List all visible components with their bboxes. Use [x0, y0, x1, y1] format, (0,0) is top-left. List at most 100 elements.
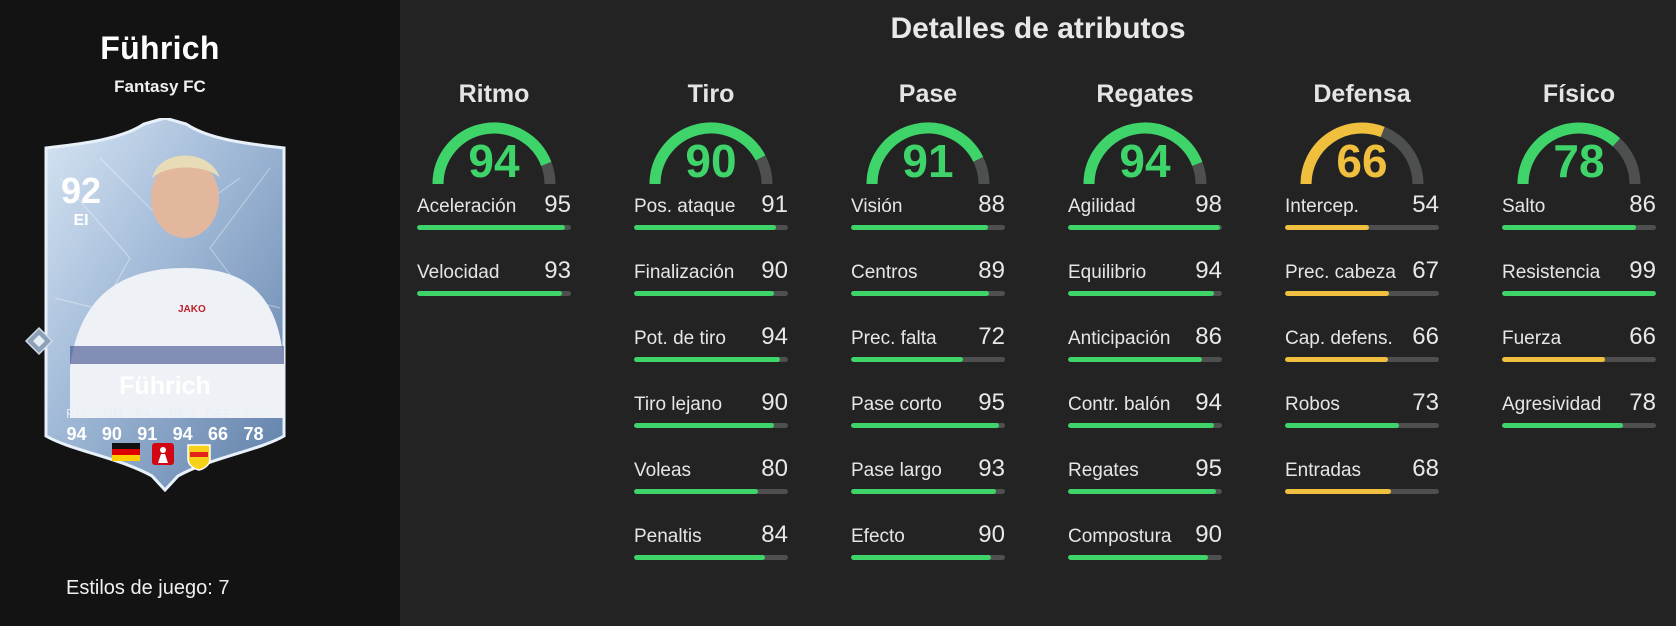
stat-row[interactable]: Agilidad 98 [1068, 182, 1222, 248]
category-value: 91 [902, 135, 954, 187]
stat-value: 72 [978, 323, 1005, 350]
player-club: Fantasy FC [114, 77, 206, 96]
gauge-fill [432, 122, 552, 185]
stat-bar-fill [634, 423, 774, 428]
stat-value: 68 [1412, 455, 1439, 482]
stat-value: 67 [1412, 257, 1439, 284]
stat-bar-fill [634, 357, 781, 362]
stat-row[interactable]: Finalización 90 [634, 248, 788, 314]
vfb-stuttgart-crest-icon [187, 444, 211, 471]
stat-row[interactable]: Cap. defens. 66 [1285, 314, 1439, 380]
stat-row[interactable]: Robos 73 [1285, 380, 1439, 446]
stat-row[interactable]: Voleas 80 [634, 446, 788, 512]
category-title: Defensa [1313, 80, 1411, 108]
stat-value: 93 [544, 257, 571, 284]
stat-value: 88 [978, 191, 1005, 218]
stat-value: 90 [761, 257, 788, 284]
stat-value: 90 [1195, 521, 1222, 548]
card-stat-value: 94 [172, 424, 193, 444]
stat-row[interactable]: Regates 95 [1068, 446, 1222, 512]
stat-row[interactable]: Aceleración 95 [417, 182, 571, 248]
attribute-column-defensa: Defensa 66 Intercep. 54 Prec. cabeza 67 Cap. d… [1285, 80, 1439, 512]
stat-bar-fill [1285, 357, 1388, 362]
player-panel: Führich Fantasy FC JAKO [0, 0, 400, 626]
stat-bar-fill [1502, 423, 1624, 428]
stat-row[interactable]: Intercep. 54 [1285, 182, 1439, 248]
stat-label: Pase largo [851, 460, 942, 481]
stat-value: 90 [761, 389, 788, 416]
stat-row[interactable]: Anticipación 86 [1068, 314, 1222, 380]
bundesliga-logo-icon [152, 443, 174, 465]
stat-value: 66 [1412, 323, 1439, 350]
card-frame: JAKO [44, 118, 286, 492]
section-title: Detalles de atributos [890, 12, 1186, 45]
attribute-column-ritmo: Ritmo 94 Aceleración 95 Velocidad 93 [417, 80, 571, 314]
stat-label: Visión [851, 196, 903, 217]
stat-label: Pase corto [851, 394, 942, 415]
stat-bar-fill [1068, 357, 1202, 362]
stat-label: Intercep. [1285, 196, 1359, 217]
stat-row[interactable]: Pot. de tiro 94 [634, 314, 788, 380]
stat-value: 94 [1195, 257, 1222, 284]
stat-row[interactable]: Equilibrio 94 [1068, 248, 1222, 314]
stat-row[interactable]: Agresividad 78 [1502, 380, 1656, 446]
gauge-fill [1517, 122, 1621, 185]
stat-row[interactable]: Fuerza 66 [1502, 314, 1656, 380]
evolution-diamond-icon [24, 326, 54, 356]
stat-value: 54 [1412, 191, 1439, 218]
card-stat: REG 94 [166, 406, 199, 445]
stat-bar-fill [634, 291, 774, 296]
stat-value: 94 [1195, 389, 1222, 416]
stat-label: Agilidad [1068, 196, 1136, 217]
stat-bar-fill [1502, 357, 1605, 362]
stat-row[interactable]: Pase largo 93 [851, 446, 1005, 512]
stat-bar-fill [851, 357, 963, 362]
stat-bar-fill [1068, 489, 1216, 494]
category-title: Físico [1542, 80, 1616, 108]
category-gauge: 66 [1297, 118, 1427, 190]
stat-row[interactable]: Pos. ataque 91 [634, 182, 788, 248]
stat-label: Penaltis [634, 526, 702, 547]
card-stat-value: 66 [208, 424, 229, 444]
stat-row[interactable]: Tiro lejano 90 [634, 380, 788, 446]
svg-text:JAKO: JAKO [178, 304, 206, 315]
stat-bar-track [851, 423, 1005, 428]
stat-bar-fill [851, 423, 999, 428]
card-position: EI [73, 212, 89, 229]
card-rating: 92 [60, 170, 102, 211]
stat-row[interactable]: Penaltis 84 [634, 512, 788, 578]
stat-label: Prec. cabeza [1285, 262, 1396, 283]
stat-row[interactable]: Entradas 68 [1285, 446, 1439, 512]
stat-row[interactable]: Pase corto 95 [851, 380, 1005, 446]
card-stat-label: PAS [134, 406, 160, 421]
stat-row[interactable]: Resistencia 99 [1502, 248, 1656, 314]
stat-row[interactable]: Velocidad 93 [417, 248, 571, 314]
stat-bar-track [417, 225, 571, 230]
stat-row[interactable]: Prec. cabeza 67 [1285, 248, 1439, 314]
stat-row[interactable]: Centros 89 [851, 248, 1005, 314]
category-gauge: 94 [429, 118, 559, 190]
stat-bar-track [417, 291, 571, 296]
stat-label: Compostura [1068, 526, 1172, 547]
player-name: Führich [100, 30, 220, 66]
stat-row[interactable]: Compostura 90 [1068, 512, 1222, 578]
stat-bar-track [634, 489, 788, 494]
stat-row[interactable]: Salto 86 [1502, 182, 1656, 248]
stat-value: 95 [1195, 455, 1222, 482]
playstyles-count[interactable]: Estilos de juego: 7 [66, 577, 230, 599]
stat-value: 84 [761, 521, 788, 548]
category-value: 90 [685, 135, 737, 187]
stat-label: Agresividad [1502, 394, 1602, 415]
stat-row[interactable]: Prec. falta 72 [851, 314, 1005, 380]
stat-row[interactable]: Visión 88 [851, 182, 1005, 248]
stat-row[interactable]: Efecto 90 [851, 512, 1005, 578]
player-card[interactable]: JAKO 92 EI Führich RIT 94 TIR 90 PAS 91 REG 94 D… [40, 118, 290, 492]
card-stat: DEF 66 [202, 406, 235, 445]
stat-row[interactable]: Contr. balón 94 [1068, 380, 1222, 446]
stat-bar-track [1502, 291, 1656, 296]
stat-label: Cap. defens. [1285, 328, 1393, 349]
card-stat-value: 94 [66, 424, 87, 444]
stat-bar-track [1068, 423, 1222, 428]
stat-bar-fill [1502, 225, 1636, 230]
stat-bar-fill [1068, 291, 1215, 296]
